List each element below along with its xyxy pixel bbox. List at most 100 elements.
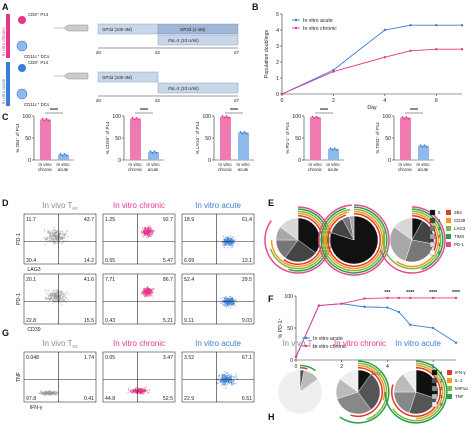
header-subscript: ex [312,344,318,350]
flow-event [137,389,140,392]
marker-arc [300,364,316,372]
flow-event [226,236,228,238]
legend-label: In vitro acute [313,336,343,342]
flow-event [223,243,226,246]
day-label: d7 [234,98,239,103]
category-label: In vitro [218,162,232,167]
y-tick-label: 0 [276,92,279,98]
y-tick-label: 0 [290,358,293,364]
flow-event [226,302,229,304]
column-header: In vitro chronic [113,201,165,210]
tube-icon [54,24,89,32]
replicate-dot [421,145,424,148]
flow-event [147,235,150,238]
flow-event [146,234,148,236]
flow-event [150,231,152,233]
flow-event [56,294,58,297]
flow-event [220,380,222,383]
flow-event [61,235,63,237]
quadrant-value: 20.1 [26,277,36,283]
flow-event [60,232,62,235]
flow-event [142,229,145,231]
flow-event [218,374,220,376]
flow-event [49,239,51,241]
flow-event [44,230,46,232]
flow-event [143,293,145,295]
y-tick-label: 100 [382,114,391,120]
flow-event [55,392,57,395]
flow-event [46,230,49,232]
flow-event [220,379,222,382]
flow-event [53,231,56,234]
flow-event [144,227,146,229]
replicate-dot [243,131,246,134]
data-point [280,92,284,96]
replicate-dot [41,117,44,120]
bar [58,154,69,160]
flow-event [153,287,155,289]
flow-event [67,293,70,295]
flow-event [231,375,233,378]
quadrant-value: 3.47 [163,355,173,361]
flow-event [232,376,235,378]
flow-event [141,232,143,235]
flow-event [233,303,235,306]
quadrant-value: 67.1 [242,355,252,361]
flow-event [46,290,48,292]
flow-event [226,239,229,242]
replicate-dot [43,119,46,122]
flow-event [142,231,145,233]
p14-label: CD8⁺ P14 [28,12,49,17]
quadrant-value: 61.4 [242,217,252,223]
flow-event [128,389,130,392]
flow-event [55,242,57,244]
flow-event [229,243,232,245]
x-tick-label: 0 [281,98,284,104]
acute-side-bar [6,62,10,106]
category-label: acute [58,167,69,172]
header-subscript: ex [72,344,78,350]
data-point [397,310,401,314]
quadrant-value: 13.1 [242,258,252,264]
flow-event [66,230,68,232]
panel-label-b: B [252,2,259,12]
flow-event [224,237,227,239]
bar [400,117,411,160]
flow-event [52,290,54,292]
marker-swatch [446,226,451,231]
y-axis-label: % PD-1⁺ of P14 [285,122,290,154]
flow-event [48,391,50,393]
sig-label: *** [384,290,391,296]
legend-swatch [429,233,436,240]
data-point [431,296,435,300]
flow-event [227,238,229,240]
flow-event [229,296,231,298]
y-tick-label: 50 [287,326,293,332]
flow-event [232,302,234,304]
flow-event [43,228,45,231]
flow-event [52,231,54,233]
il2-bar [157,82,239,94]
flow-event [55,295,58,298]
flow-event [225,384,227,386]
flow-event [142,387,144,390]
flow-event [38,392,40,395]
bar [328,149,339,160]
flow-event [151,230,154,232]
p14-label: CD8⁺ P14 [28,60,49,65]
data-point [431,326,435,330]
flow-event [232,245,234,248]
flow-event [149,226,151,229]
marker-swatch [446,210,451,215]
flow-event [41,391,43,394]
flow-event [140,293,142,295]
flow-event [61,238,64,240]
flow-event [64,234,66,237]
flow-event [222,245,225,247]
replicate-dot [47,119,50,122]
quadrant-value: 18.9 [184,217,194,223]
category-label: In vitro [398,162,412,167]
flow-event [51,238,53,240]
flow-event [147,293,150,296]
